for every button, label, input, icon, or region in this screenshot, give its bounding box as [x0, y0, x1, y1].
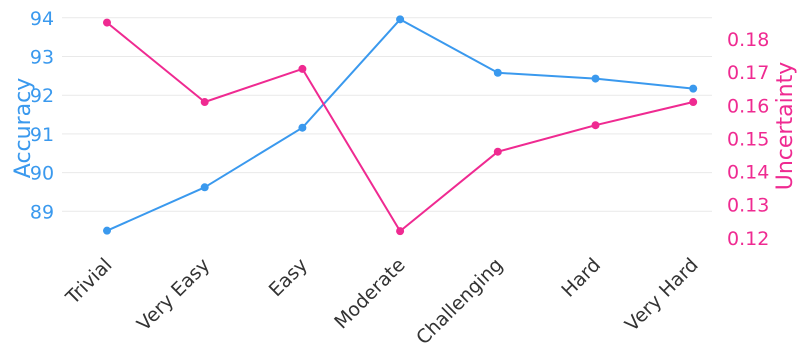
x-tick-label: Moderate — [330, 254, 409, 333]
left-tick-label: 94 — [30, 8, 54, 30]
data-point — [103, 18, 111, 27]
series-uncertainty — [103, 18, 698, 236]
data-point — [689, 84, 698, 93]
data-point — [591, 74, 600, 83]
series-line — [106, 21, 694, 233]
series-accuracy — [103, 15, 698, 235]
x-axis-ticks: Trivial Very Easy Easy Moderate Challenging H… — [61, 254, 703, 349]
right-tick-label: 0.14 — [727, 162, 769, 184]
left-axis-ticks: 89 90 91 92 93 94 — [30, 8, 54, 223]
right-tick-label: 0.16 — [727, 95, 769, 117]
data-point — [298, 123, 307, 132]
left-tick-label: 89 — [30, 201, 54, 223]
x-tick-label: Trivial — [61, 254, 116, 309]
left-tick-label: 92 — [30, 85, 54, 107]
left-tick-label: 91 — [30, 124, 54, 146]
data-point — [689, 98, 698, 107]
x-tick-label: Challenging — [412, 254, 507, 349]
data-point — [396, 15, 405, 24]
series-line — [106, 18, 694, 232]
grid-lines — [62, 17, 712, 212]
data-point — [493, 68, 502, 77]
x-tick-label: Hard — [557, 254, 605, 302]
x-tick-label: Easy — [265, 254, 312, 301]
x-tick-label: Very Easy — [133, 254, 214, 335]
left-tick-label: 93 — [30, 47, 54, 69]
left-axis-title: Accuracy — [11, 78, 36, 178]
data-point — [200, 98, 209, 107]
right-tick-label: 0.15 — [727, 128, 769, 150]
left-tick-label: 90 — [30, 163, 54, 185]
right-tick-label: 0.17 — [727, 62, 769, 84]
data-point — [298, 64, 307, 73]
right-axis-ticks: 0.12 0.13 0.14 0.15 0.16 0.17 0.18 — [727, 29, 769, 250]
data-point — [200, 183, 209, 192]
data-point — [103, 226, 111, 235]
right-tick-label: 0.13 — [727, 195, 769, 217]
right-tick-label: 0.12 — [727, 228, 769, 250]
right-axis-title: Uncertainty — [773, 62, 798, 191]
data-point — [591, 121, 600, 130]
right-tick-label: 0.18 — [727, 29, 769, 51]
data-point — [493, 147, 502, 156]
series-layer — [103, 15, 698, 236]
x-tick-label: Very Hard — [621, 254, 703, 336]
data-point — [396, 227, 405, 236]
